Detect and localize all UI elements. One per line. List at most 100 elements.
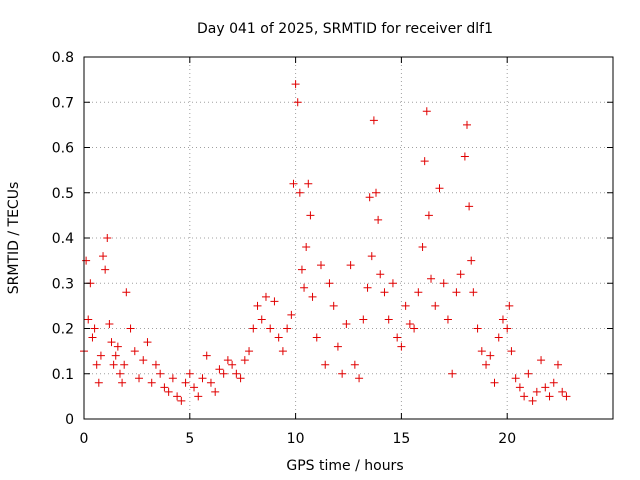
x-axis-label: GPS time / hours	[286, 458, 403, 474]
data-point	[537, 356, 546, 365]
data-point	[287, 310, 296, 319]
data-point	[374, 215, 383, 224]
data-point	[316, 261, 325, 270]
data-point	[278, 347, 287, 356]
y-tick-label: 0.6	[52, 141, 74, 157]
data-point	[393, 333, 402, 342]
data-point	[325, 279, 334, 288]
data-point	[482, 360, 491, 369]
data-point	[524, 369, 533, 378]
data-point	[245, 347, 254, 356]
data-point	[215, 365, 224, 374]
data-point	[401, 301, 410, 310]
data-point	[156, 369, 165, 378]
data-point	[181, 378, 190, 387]
data-point	[486, 351, 495, 360]
x-tick-label: 20	[498, 431, 516, 447]
data-point	[427, 274, 436, 283]
data-point	[291, 80, 300, 89]
data-point	[424, 211, 433, 220]
data-point	[211, 387, 220, 396]
data-point	[414, 288, 423, 297]
data-point	[511, 374, 520, 383]
data-point	[164, 387, 173, 396]
data-point	[96, 351, 105, 360]
data-point	[420, 157, 429, 166]
data-point	[206, 378, 215, 387]
data-point	[120, 360, 129, 369]
data-point	[376, 270, 385, 279]
data-point	[342, 319, 351, 328]
data-point	[333, 342, 342, 351]
y-tick-label: 0.3	[52, 276, 74, 292]
data-point	[541, 383, 550, 392]
data-point	[103, 234, 112, 242]
data-point	[306, 211, 315, 220]
data-point	[99, 252, 108, 261]
y-tick-label: 0.7	[52, 95, 74, 111]
data-point	[503, 324, 512, 333]
y-tick-label: 0.4	[52, 231, 74, 247]
data-point	[115, 369, 124, 378]
data-point	[135, 374, 144, 383]
data-point	[302, 243, 311, 252]
data-point	[198, 374, 207, 383]
data-point	[202, 351, 211, 360]
data-point	[295, 188, 304, 197]
data-point	[190, 383, 199, 392]
data-point	[452, 288, 461, 297]
data-point	[359, 315, 368, 324]
data-point	[143, 338, 152, 347]
data-point	[293, 98, 302, 107]
y-tick-label: 0.8	[52, 50, 74, 66]
data-point	[300, 283, 309, 292]
data-point	[228, 360, 237, 369]
data-point	[223, 356, 232, 365]
data-point	[422, 107, 431, 116]
data-point	[435, 184, 444, 193]
data-point	[532, 387, 541, 396]
data-point	[177, 396, 186, 405]
axis-ticks: 0 0.1 0.2 0.3 0.4 0.5 0.6 0.7 0.8 0 5 10 15 20	[52, 50, 613, 447]
data-point	[105, 319, 114, 328]
data-point	[147, 378, 156, 387]
data-point	[528, 396, 537, 405]
data-point	[249, 324, 258, 333]
data-point	[443, 315, 452, 324]
data-point	[168, 374, 177, 383]
data-point	[431, 301, 440, 310]
data-point	[194, 392, 203, 401]
data-point	[88, 333, 97, 342]
data-point	[84, 315, 93, 324]
data-point	[122, 288, 131, 297]
data-point	[94, 378, 103, 387]
y-tick-label: 0.5	[52, 186, 74, 202]
data-point	[289, 179, 298, 188]
data-point	[369, 116, 378, 125]
data-point	[130, 347, 139, 356]
data-point	[266, 324, 275, 333]
data-point	[308, 292, 317, 301]
data-point	[469, 288, 478, 297]
data-point	[257, 315, 266, 324]
data-point	[82, 256, 91, 265]
x-tick-label: 5	[185, 431, 194, 447]
data-point	[236, 374, 245, 383]
data-point	[410, 324, 419, 333]
data-point	[139, 356, 148, 365]
y-tick-label: 0.2	[52, 322, 74, 338]
data-point	[380, 288, 389, 297]
data-point	[439, 279, 448, 288]
data-point	[545, 392, 554, 401]
data-point	[350, 360, 359, 369]
data-point	[494, 333, 503, 342]
data-point	[109, 360, 118, 369]
y-axis-label: SRMTID / TECUs	[6, 182, 22, 295]
data-point	[384, 315, 393, 324]
data-point	[111, 351, 120, 360]
data-point	[283, 324, 292, 333]
data-point	[261, 292, 270, 301]
data-point	[397, 342, 406, 351]
data-point	[388, 279, 397, 288]
data-point	[151, 360, 160, 369]
